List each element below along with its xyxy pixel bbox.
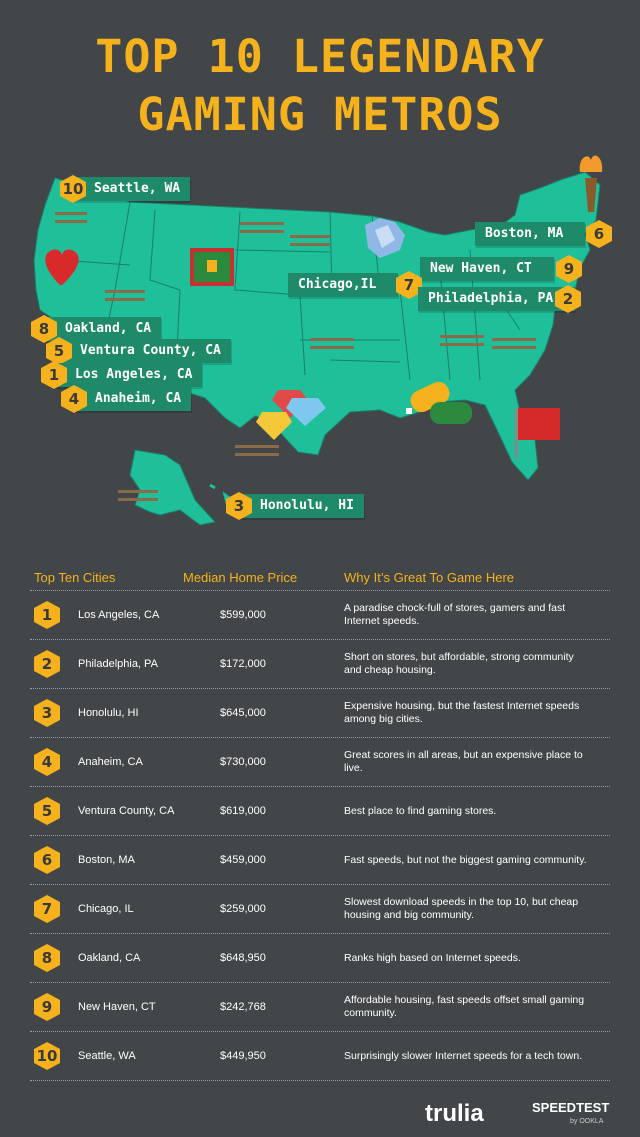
rank-badge: 9: [34, 993, 60, 1021]
heart-icon: [45, 249, 79, 285]
table-row: 3 Honolulu, HI $645,000 Expensive housin…: [30, 688, 610, 737]
alaska: [129, 449, 216, 526]
price-cell: $599,000: [220, 609, 266, 621]
map-label-anaheim: Anaheim, CA: [73, 387, 192, 411]
map-label-oakland: Oakland, CA: [43, 317, 162, 341]
table-row: 10 Seattle, WA $449,950 Surprisingly slo…: [30, 1031, 610, 1081]
flag-icon: [515, 408, 560, 458]
rank-badge: 8: [34, 944, 60, 972]
table-row: 4 Anaheim, CA $730,000 Great scores in a…: [30, 737, 610, 786]
rank-badge: 4: [34, 748, 60, 776]
crystal-icon: [365, 218, 405, 258]
table-row: 5 Ventura County, CA $619,000 Best place…: [30, 786, 610, 835]
title-line-1: TOP 10 LEGENDARY: [95, 30, 545, 83]
price-cell: $619,000: [220, 805, 266, 817]
price-cell: $449,950: [220, 1050, 266, 1062]
why-cell: Slowest download speeds in the top 10, b…: [344, 896, 579, 921]
ookla-byline: by OOKLA: [570, 1118, 604, 1125]
price-cell: $242,768: [220, 1001, 266, 1013]
treasure-chest-icon: [190, 248, 234, 286]
rank-badge: 3: [34, 699, 60, 727]
map-label-seattle: Seattle, WA: [72, 177, 191, 201]
price-cell: $259,000: [220, 903, 266, 915]
why-cell: Ranks high based on Internet speeds.: [344, 951, 521, 964]
table-row: 7 Chicago, IL $259,000 Slowest download …: [30, 884, 610, 933]
header-cities: Top Ten Cities: [34, 570, 116, 585]
city-cell: Seattle, WA: [78, 1050, 136, 1062]
why-cell: Surprisingly slower Internet speeds for …: [344, 1049, 583, 1062]
torch-icon: [579, 155, 603, 212]
rankings-table: 1 Los Angeles, CA $599,000 A paradise ch…: [30, 590, 610, 1081]
city-cell: Anaheim, CA: [78, 756, 143, 768]
city-cell: Oakland, CA: [78, 952, 141, 964]
why-cell: Affordable housing, fast speeds offset s…: [344, 994, 585, 1019]
header-price: Median Home Price: [183, 570, 298, 585]
title-line-2: GAMING METROS: [137, 88, 503, 141]
gems-icon: [256, 390, 326, 440]
why-cell: Best place to find gaming stores.: [344, 804, 497, 817]
why-cell: Short on stores, but affordable, strong …: [344, 651, 574, 676]
rank-badge: 5: [34, 797, 60, 825]
map-label-los-angeles: Los Angeles, CA: [53, 363, 203, 387]
price-cell: $645,000: [220, 707, 266, 719]
city-cell: Los Angeles, CA: [78, 609, 160, 621]
city-cell: Ventura County, CA: [78, 805, 175, 817]
controllers-icon: [406, 381, 472, 424]
table-row: 9 New Haven, CT $242,768 Affordable hous…: [30, 982, 610, 1031]
table-row: 2 Philadelphia, PA $172,000 Short on sto…: [30, 639, 610, 688]
rank-badge: 1: [34, 601, 60, 629]
price-cell: $730,000: [220, 756, 266, 768]
map-label-honolulu: Honolulu, HI: [238, 494, 364, 518]
map-label-new-haven: New Haven, CT: [420, 257, 554, 281]
city-cell: Philadelphia, PA: [78, 658, 158, 670]
city-cell: Boston, MA: [78, 854, 135, 866]
city-cell: Chicago, IL: [78, 903, 134, 915]
table-row: 8 Oakland, CA $648,950 Ranks high based …: [30, 933, 610, 982]
rank-badge: 10: [34, 1042, 60, 1070]
price-cell: $459,000: [220, 854, 266, 866]
rank-badge: 2: [34, 650, 60, 678]
rank-badge-seattle: 10: [60, 175, 86, 203]
map-label-ventura: Ventura County, CA: [58, 339, 231, 363]
why-cell: A paradise chock-full of stores, gamers …: [344, 602, 566, 627]
us-map: [33, 155, 603, 526]
table-row: 1 Los Angeles, CA $599,000 A paradise ch…: [30, 590, 610, 639]
why-cell: Great scores in all areas, but an expens…: [344, 749, 583, 774]
city-cell: Honolulu, HI: [78, 707, 139, 719]
why-cell: Fast speeds, but not the biggest gaming …: [344, 853, 587, 866]
header-why: Why It’s Great To Game Here: [344, 570, 515, 585]
map-label-boston: Boston, MA: [475, 222, 586, 246]
table-row: 6 Boston, MA $459,000 Fast speeds, but n…: [30, 835, 610, 884]
why-cell: Expensive housing, but the fastest Inter…: [344, 700, 580, 725]
rank-badge: 7: [34, 895, 60, 923]
speedtest-logo: SPEEDTEST: [532, 1100, 610, 1115]
map-label-philadelphia: Philadelphia, PA: [418, 287, 576, 311]
rank-badge: 6: [34, 846, 60, 874]
price-cell: $648,950: [220, 952, 266, 964]
fence-icon: [55, 212, 536, 501]
trulia-logo: trulia: [425, 1100, 484, 1127]
map-label-chicago: Chicago,IL: [288, 273, 399, 297]
price-cell: $172,000: [220, 658, 266, 670]
city-cell: New Haven, CT: [78, 1001, 156, 1013]
